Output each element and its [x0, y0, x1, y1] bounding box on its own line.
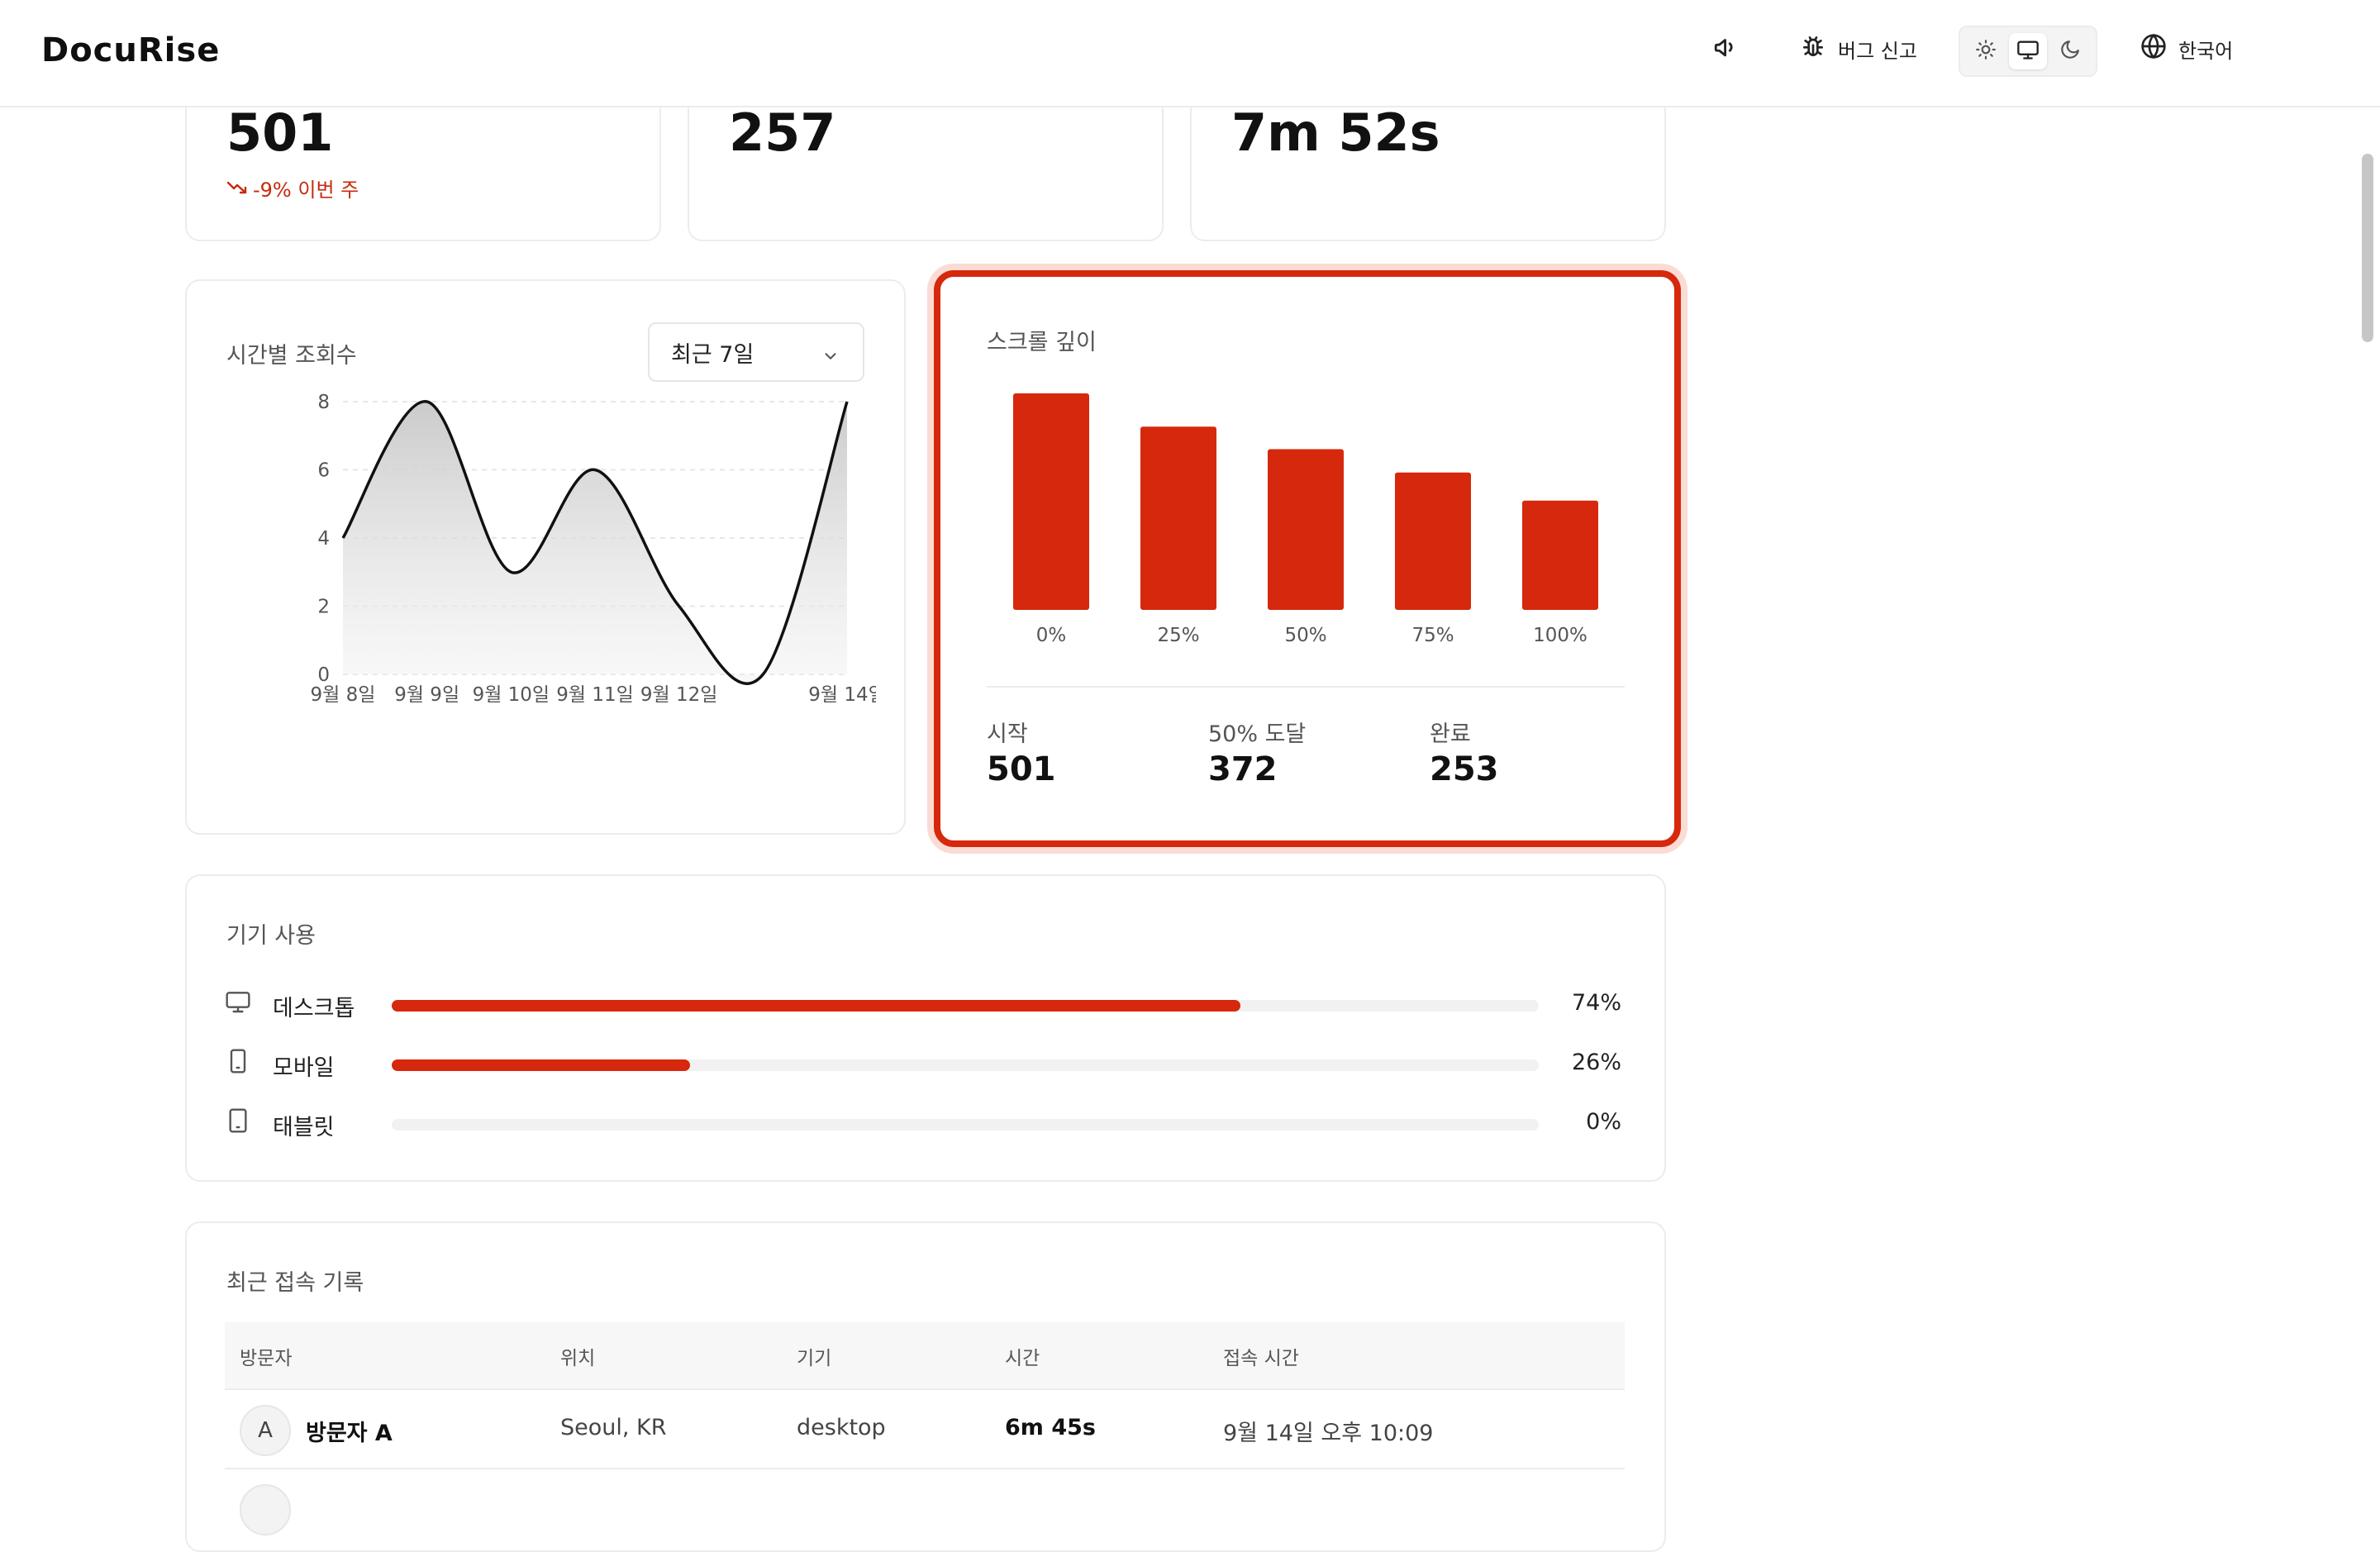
device-name: 모바일: [273, 1055, 335, 1081]
logo[interactable]: DocuRise: [41, 31, 221, 69]
sd-half-label: 50% 도달: [1208, 721, 1307, 747]
sd-complete-value: 253: [1430, 750, 1499, 788]
device-percent: 26%: [1571, 1050, 1621, 1075]
recent-access-title: 최근 접속 기록: [226, 1270, 364, 1296]
monitor-icon: [225, 988, 251, 1018]
column-header-time[interactable]: 접속 시간: [1223, 1348, 1299, 1369]
scroll-depth-chart: 0% 25% 50% 75% 100%: [1013, 393, 1598, 645]
theme-light-button[interactable]: [1967, 33, 2005, 69]
device-bar-track: [392, 1119, 1539, 1131]
sd-complete-label: 완료: [1430, 721, 1471, 747]
bug-report-label: 버그 신고: [1838, 39, 1917, 63]
announcements-button[interactable]: [1712, 33, 1740, 66]
bar[interactable]: [1140, 426, 1216, 610]
views-chart: 0 2 4 6 8 9월 8일 9월 9일 9월 10일 9월 11일 9월 12일 9월 14일: [311, 392, 876, 706]
globe-icon: [2140, 33, 2167, 64]
visitor-location: Seoul, KR: [560, 1415, 667, 1440]
device-bar-track: [392, 1000, 1539, 1012]
language-button[interactable]: 한국어: [2140, 33, 2233, 64]
device-name: 태블릿: [273, 1115, 335, 1140]
device-bar-track: [392, 1059, 1539, 1071]
x-tick-label: 9월 11일: [556, 684, 634, 706]
row-divider: [225, 1468, 1625, 1469]
range-select-value: 최근 7일: [671, 341, 754, 368]
scroll-depth-title: 스크롤 깊이: [987, 330, 1097, 355]
stat-delta: -9% 이번 주: [226, 174, 359, 202]
visitor-time: 9월 14일 오후 10:09: [1223, 1421, 1434, 1446]
area-fill: [343, 401, 847, 684]
column-header-duration[interactable]: 시간: [1005, 1348, 1040, 1369]
phone-icon: [225, 1048, 251, 1078]
series-line: [341, 400, 849, 685]
device-usage-title: 기기 사용: [226, 923, 316, 949]
chevron-down-icon: [821, 345, 840, 371]
y-tick-label: 0: [317, 664, 330, 686]
stat-value: 501: [226, 102, 334, 163]
column-header-device[interactable]: 기기: [797, 1348, 832, 1369]
device-percent: 0%: [1586, 1109, 1621, 1135]
bar-label: 50%: [1284, 625, 1326, 645]
trend-down-icon: [226, 177, 248, 200]
top-bar: DocuRise 버그 신고: [0, 0, 2380, 107]
avatar: [240, 1484, 291, 1535]
x-tick-label: 9월 8일: [311, 684, 376, 706]
scrollbar-thumb[interactable]: [2362, 154, 2373, 342]
visitor-duration: 6m 45s: [1005, 1415, 1096, 1440]
sd-start-value: 501: [987, 750, 1056, 788]
device-bar-fill: [392, 1059, 690, 1071]
table-header: 방문자 위치 기기 시간 접속 시간: [225, 1322, 1625, 1390]
stat-value: 257: [729, 102, 836, 163]
monitor-icon: [2016, 38, 2040, 64]
views-chart-title: 시간별 조회수: [226, 343, 357, 369]
bar-label: 25%: [1157, 625, 1199, 645]
language-label: 한국어: [2178, 39, 2234, 63]
divider: [987, 686, 1625, 688]
x-tick-label: 9월 9일: [394, 684, 459, 706]
bar-label: 75%: [1411, 625, 1454, 645]
y-tick-label: 6: [317, 460, 330, 482]
x-tick-label: 9월 10일: [473, 684, 550, 706]
stat-delta-text: -9% 이번 주: [253, 179, 359, 202]
x-tick-label: 9월 14일: [808, 684, 876, 706]
bar[interactable]: [1522, 500, 1598, 610]
device-name: 데스크톱: [273, 996, 355, 1021]
theme-dark-button[interactable]: [2051, 33, 2089, 69]
bar-label: 100%: [1533, 625, 1587, 645]
device-usage-card: [185, 874, 1666, 1182]
column-header-visitor[interactable]: 방문자: [240, 1348, 293, 1369]
x-tick-label: 9월 12일: [640, 684, 718, 706]
theme-switch: [1959, 26, 2097, 77]
device-bar-fill: [392, 1000, 1241, 1012]
bug-icon: [1800, 33, 1826, 64]
y-tick-label: 4: [317, 528, 330, 550]
sun-icon: [1975, 39, 1997, 64]
column-header-location[interactable]: 위치: [560, 1348, 596, 1369]
bar-label: 0%: [1036, 625, 1067, 645]
theme-system-button[interactable]: [2008, 33, 2047, 69]
device-percent: 74%: [1571, 990, 1621, 1016]
bug-report-button[interactable]: 버그 신고: [1800, 33, 1917, 64]
bar[interactable]: [1395, 472, 1471, 610]
visitor-name: 방문자 A: [306, 1421, 393, 1446]
sd-start-label: 시작: [987, 721, 1028, 747]
bar[interactable]: [1268, 449, 1344, 610]
sd-half-value: 372: [1208, 750, 1278, 788]
device-row-mobile: 모바일 26%: [225, 1048, 1621, 1081]
megaphone-icon: [1712, 33, 1740, 66]
y-tick-label: 8: [317, 392, 330, 413]
y-tick-label: 2: [317, 597, 330, 618]
stat-value: 7m 52s: [1231, 102, 1440, 163]
device-row-tablet: 태블릿 0%: [225, 1107, 1621, 1140]
device-row-desktop: 데스크톱 74%: [225, 988, 1621, 1021]
range-select[interactable]: 최근 7일: [648, 322, 864, 382]
moon-icon: [2059, 39, 2081, 64]
bar[interactable]: [1013, 393, 1089, 610]
avatar: A: [240, 1405, 291, 1456]
visitor-device: desktop: [797, 1415, 886, 1440]
tablet-icon: [225, 1107, 251, 1137]
